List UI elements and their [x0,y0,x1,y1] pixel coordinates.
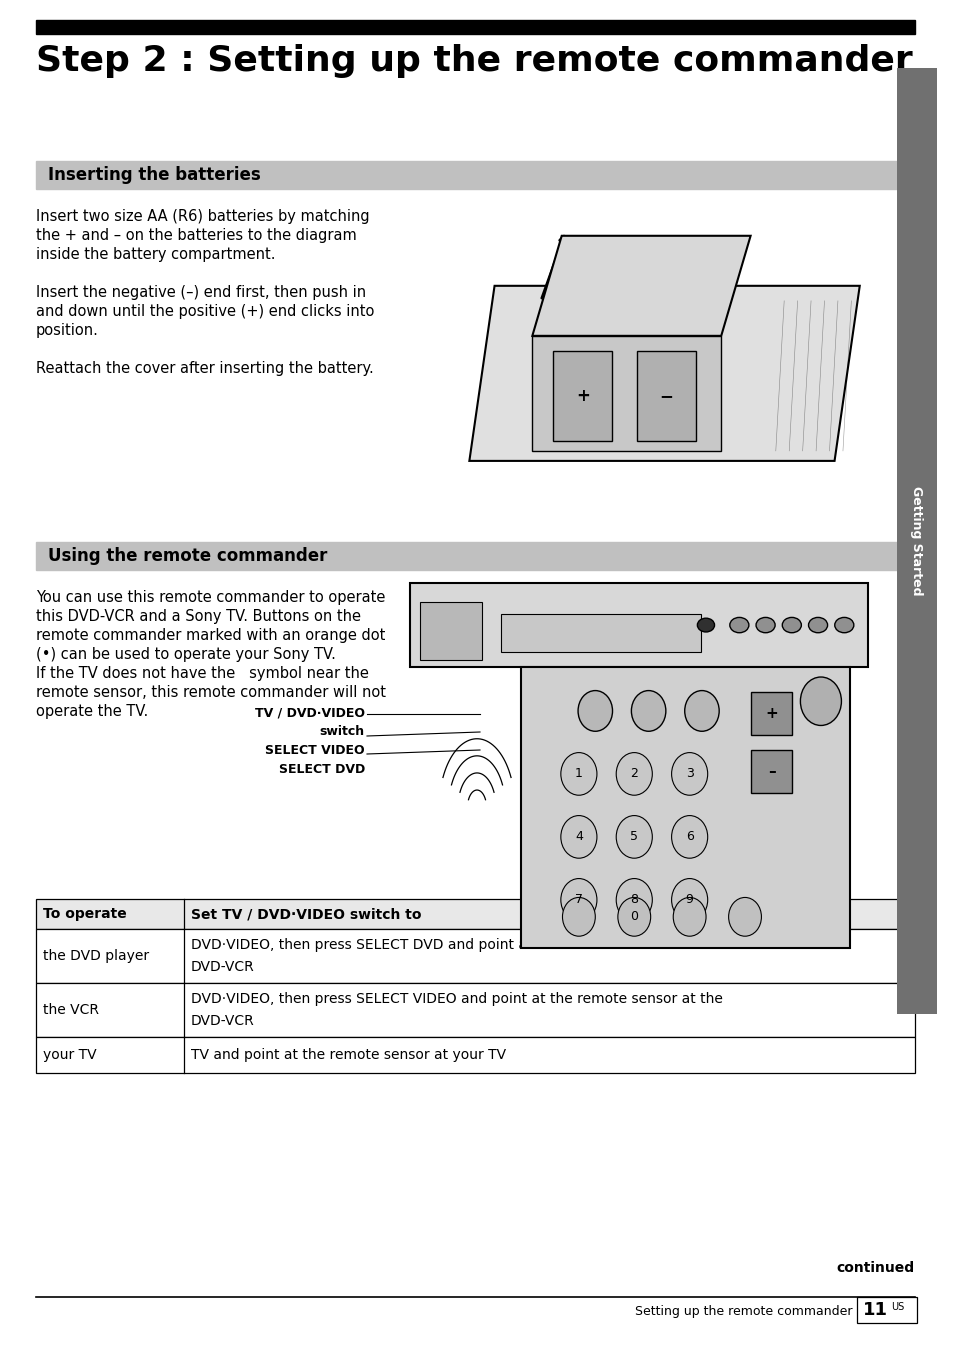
Text: Insert two size AA (R6) batteries by matching: Insert two size AA (R6) batteries by mat… [36,210,369,224]
Text: Reattach the cover after inserting the battery.: Reattach the cover after inserting the b… [36,361,374,376]
Text: +: + [576,387,589,404]
Text: 2: 2 [630,768,638,780]
Bar [500,614,700,652]
Text: DVD·VIDEO, then press SELECT DVD and point at the remote sensor at the: DVD·VIDEO, then press SELECT DVD and poi… [191,938,709,952]
Text: If the TV does not have the   symbol near the: If the TV does not have the symbol near … [36,667,369,681]
Text: DVD-VCR: DVD-VCR [191,960,254,973]
Text: (•) can be used to operate your Sony TV.: (•) can be used to operate your Sony TV. [36,648,335,662]
Circle shape [616,879,652,921]
Circle shape [807,618,826,633]
Text: TV / DVD·VIDEO: TV / DVD·VIDEO [254,707,365,721]
Text: Getting Started: Getting Started [909,487,923,595]
Polygon shape [469,285,859,461]
Bar [36,1037,914,1073]
Circle shape [560,815,597,859]
Text: SELECT DVD: SELECT DVD [278,763,365,776]
Circle shape [671,753,707,795]
Text: Set TV / DVD·VIDEO switch to: Set TV / DVD·VIDEO switch to [191,907,421,921]
Circle shape [616,753,652,795]
Text: 7: 7 [575,894,582,906]
Text: To operate: To operate [43,907,127,921]
Bar [36,20,914,34]
Circle shape [697,618,714,631]
Text: the VCR: the VCR [43,1003,99,1017]
Circle shape [728,898,760,936]
Text: Using the remote commander: Using the remote commander [48,548,327,565]
Text: your TV: your TV [43,1048,96,1063]
Circle shape [800,677,841,726]
Text: DVD·VIDEO, then press SELECT VIDEO and point at the remote sensor at the: DVD·VIDEO, then press SELECT VIDEO and p… [191,992,722,1006]
Text: switch: switch [319,725,365,738]
Bar [856,1297,916,1324]
Text: 6: 6 [685,830,693,844]
Text: this DVD-VCR and a Sony TV. Buttons on the: this DVD-VCR and a Sony TV. Buttons on t… [36,608,360,625]
Text: SELECT VIDEO: SELECT VIDEO [265,744,365,757]
Text: US: US [890,1302,903,1311]
Bar [637,352,696,441]
Text: You can use this remote commander to operate: You can use this remote commander to ope… [36,589,385,604]
Text: 0: 0 [630,910,638,923]
Circle shape [673,898,705,936]
Text: 8: 8 [630,894,638,906]
Text: –: – [767,764,775,779]
Text: Inserting the batteries: Inserting the batteries [48,166,260,184]
Circle shape [578,691,612,731]
Text: Step 2 : Setting up the remote commander: Step 2 : Setting up the remote commander [36,45,912,78]
Polygon shape [532,235,750,335]
Bar [36,899,914,929]
Bar [36,542,914,571]
Circle shape [562,898,595,936]
Circle shape [684,691,719,731]
Circle shape [755,618,774,633]
Bar [36,983,914,1037]
Text: 4: 4 [575,830,582,844]
Text: 5: 5 [630,830,638,844]
Bar [521,668,849,948]
Bar [750,749,791,794]
Text: the + and – on the batteries to the diagram: the + and – on the batteries to the diag… [36,228,356,243]
Text: continued: continued [836,1261,914,1275]
Text: DVD-VCR: DVD-VCR [191,1014,254,1028]
Text: operate the TV.: operate the TV. [36,704,148,719]
Text: position.: position. [36,323,99,338]
Polygon shape [532,335,720,452]
Circle shape [618,898,650,936]
Text: the DVD player: the DVD player [43,949,149,963]
Text: Remote sensor: Remote sensor [607,667,712,680]
Text: Setting up the remote commander: Setting up the remote commander [635,1305,852,1318]
Circle shape [834,618,853,633]
Circle shape [671,815,707,859]
Text: 9: 9 [685,894,693,906]
Text: remote commander marked with an orange dot: remote commander marked with an orange d… [36,627,385,644]
Text: remote sensor, this remote commander will not: remote sensor, this remote commander wil… [36,685,386,700]
Circle shape [560,753,597,795]
Circle shape [729,618,748,633]
Text: 1: 1 [575,768,582,780]
Bar [410,583,867,668]
Text: Insert the negative (–) end first, then push in: Insert the negative (–) end first, then … [36,285,366,300]
Bar [750,692,791,735]
Text: 3: 3 [685,768,693,780]
Bar [36,161,914,189]
Text: inside the battery compartment.: inside the battery compartment. [36,247,275,262]
Text: 11: 11 [862,1301,887,1320]
Text: +: + [764,706,778,721]
Circle shape [560,879,597,921]
Bar [419,602,481,660]
Text: −: − [659,387,673,404]
Circle shape [616,815,652,859]
Bar [36,929,914,983]
Circle shape [781,618,801,633]
Circle shape [671,879,707,921]
Text: and down until the positive (+) end clicks into: and down until the positive (+) end clic… [36,304,374,319]
Text: TV and point at the remote sensor at your TV: TV and point at the remote sensor at you… [191,1048,506,1063]
Bar [553,352,612,441]
Circle shape [631,691,665,731]
